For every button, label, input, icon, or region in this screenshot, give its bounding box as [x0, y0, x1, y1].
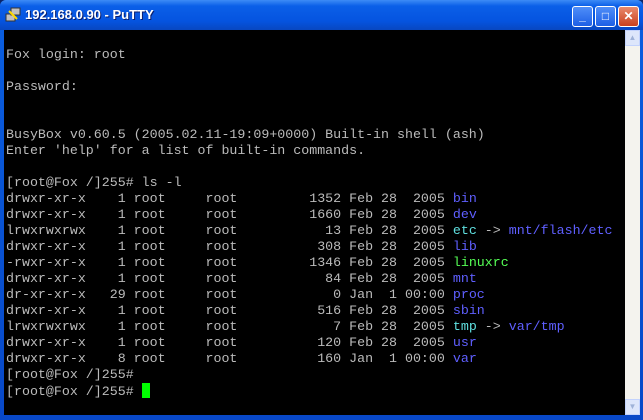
terminal-line: BusyBox v0.60.5 (2005.02.11-19:09+0000) … [6, 127, 625, 143]
terminal-text: drwxr-xr-x 1 root root 1660 Feb 28 2005 [6, 207, 453, 222]
terminal-text: -rwxr-xr-x 1 root root 1346 Feb 28 2005 [6, 255, 453, 270]
terminal-line: lrwxrwxrwx 1 root root 13 Feb 28 2005 et… [6, 223, 625, 239]
file-name-dir: var/tmp [508, 319, 565, 334]
file-name-dir: sbin [452, 303, 485, 318]
minimize-button[interactable]: _ [572, 6, 593, 27]
terminal-line [6, 159, 625, 175]
terminal-line [6, 111, 625, 127]
terminal-text: drwxr-xr-x 8 root root 160 Jan 1 00:00 [6, 351, 453, 366]
terminal-text: -> [476, 223, 509, 238]
file-name-link: etc [452, 223, 477, 238]
terminal-line [6, 63, 625, 79]
file-name-dir: usr [452, 335, 477, 350]
terminal-text: drwxr-xr-x 1 root root 120 Feb 28 2005 [6, 335, 453, 350]
terminal-text: drwxr-xr-x 1 root root 308 Feb 28 2005 [6, 239, 453, 254]
terminal-line: drwxr-xr-x 1 root root 516 Feb 28 2005 s… [6, 303, 625, 319]
terminal-line: drwxr-xr-x 1 root root 84 Feb 28 2005 mn… [6, 271, 625, 287]
terminal-text: drwxr-xr-x 1 root root 84 Feb 28 2005 [6, 271, 453, 286]
terminal-line: [root@Fox /]255# [6, 383, 625, 399]
terminal-output[interactable]: Fox login: root Password: BusyBox v0.60.5 … [4, 30, 625, 415]
terminal-text: [root@Fox /]255# [6, 367, 134, 382]
terminal-line: Fox login: root [6, 47, 625, 63]
terminal-line: Password: [6, 79, 625, 95]
terminal-line [6, 31, 625, 47]
file-name-dir: dev [452, 207, 477, 222]
terminal-line: -rwxr-xr-x 1 root root 1346 Feb 28 2005 … [6, 255, 625, 271]
terminal-text: [root@Fox /]255# ls -l [6, 175, 182, 190]
terminal-line: drwxr-xr-x 1 root root 1352 Feb 28 2005 … [6, 191, 625, 207]
terminal-line: [root@Fox /]255# [6, 367, 625, 383]
file-name-dir: mnt [452, 271, 477, 286]
terminal-line: Enter 'help' for a list of built-in comm… [6, 143, 625, 159]
file-name-exec: linuxrc [452, 255, 509, 270]
terminal-text: lrwxrwxrwx 1 root root 7 Feb 28 2005 [6, 319, 453, 334]
putty-icon [5, 7, 21, 22]
file-name-dir: lib [452, 239, 477, 254]
window-title: 192.168.0.90 - PuTTY [25, 7, 154, 22]
terminal-text: Fox login: root [6, 47, 126, 62]
terminal-line: drwxr-xr-x 8 root root 160 Jan 1 00:00 v… [6, 351, 625, 367]
terminal-text: lrwxrwxrwx 1 root root 13 Feb 28 2005 [6, 223, 453, 238]
terminal-text: drwxr-xr-x 1 root root 1352 Feb 28 2005 [6, 191, 453, 206]
terminal-line [6, 95, 625, 111]
title-bar[interactable]: 192.168.0.90 - PuTTY _ □ ✕ [0, 0, 643, 30]
scroll-up-arrow-icon[interactable]: ▲ [625, 30, 640, 46]
file-name-link: tmp [452, 319, 477, 334]
terminal-text: -> [476, 319, 509, 334]
close-button[interactable]: ✕ [618, 6, 639, 27]
file-name-dir: proc [452, 287, 485, 302]
terminal-text: drwxr-xr-x 1 root root 516 Feb 28 2005 [6, 303, 453, 318]
terminal-text: dr-xr-xr-x 29 root root 0 Jan 1 00:00 [6, 287, 453, 302]
maximize-button[interactable]: □ [595, 6, 616, 27]
terminal-line: drwxr-xr-x 1 root root 1660 Feb 28 2005 … [6, 207, 625, 223]
terminal-line: drwxr-xr-x 1 root root 120 Feb 28 2005 u… [6, 335, 625, 351]
terminal-text: BusyBox v0.60.5 (2005.02.11-19:09+0000) … [6, 127, 485, 142]
terminal-text: [root@Fox /]255# [6, 384, 142, 399]
terminal-text: Enter 'help' for a list of built-in comm… [6, 143, 366, 158]
file-name-dir: bin [452, 191, 477, 206]
terminal-line: lrwxrwxrwx 1 root root 7 Feb 28 2005 tmp… [6, 319, 625, 335]
vertical-scrollbar[interactable]: ▲ ▼ [625, 30, 640, 415]
file-name-dir: var [452, 351, 477, 366]
terminal-line: [root@Fox /]255# ls -l [6, 175, 625, 191]
terminal-line: drwxr-xr-x 1 root root 308 Feb 28 2005 l… [6, 239, 625, 255]
terminal-text: Password: [6, 79, 78, 94]
terminal-cursor [141, 383, 150, 398]
terminal-line: dr-xr-xr-x 29 root root 0 Jan 1 00:00 pr… [6, 287, 625, 303]
scroll-down-arrow-icon[interactable]: ▼ [625, 399, 640, 415]
file-name-dir: mnt/flash/etc [508, 223, 613, 238]
